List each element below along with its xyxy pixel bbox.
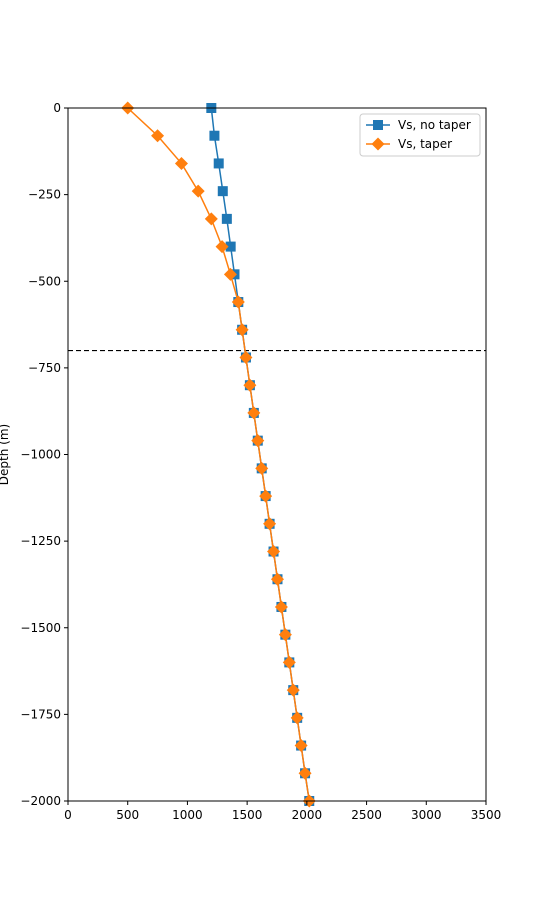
legend-marker-swatch [371, 137, 385, 151]
data-point-marker [298, 766, 312, 780]
data-point-marker [225, 241, 236, 252]
y-tick-label: −1500 [20, 621, 61, 635]
data-point-marker [294, 739, 308, 753]
x-tick-label: 2000 [292, 808, 323, 822]
legend-marker-swatch [373, 120, 383, 130]
data-point-marker [278, 628, 292, 642]
y-tick-label: −1000 [20, 448, 61, 462]
data-point-marker [209, 130, 220, 141]
data-point-marker [204, 212, 218, 226]
data-point-marker [247, 406, 261, 420]
data-point-marker [235, 323, 249, 337]
legend-entry-label: Vs, no taper [398, 118, 471, 132]
legend: Vs, no taper Vs, taper [359, 113, 481, 157]
data-point-marker [215, 240, 229, 254]
data-point-marker [251, 434, 265, 448]
data-point-marker [174, 156, 188, 170]
data-point-marker [223, 267, 237, 281]
data-point-marker [282, 655, 296, 669]
data-point-marker [267, 545, 281, 559]
y-tick-label: −750 [28, 361, 61, 375]
data-point-marker [151, 129, 165, 143]
data-point-marker [259, 489, 273, 503]
data-point-marker [270, 572, 284, 586]
x-tick-label: 0 [64, 808, 72, 822]
data-point-marker [243, 378, 257, 392]
data-point-marker [290, 711, 304, 725]
x-tick-label: 1500 [232, 808, 263, 822]
data-point-marker [221, 213, 232, 224]
x-tick-label: 1000 [172, 808, 203, 822]
x-tick-label: 3500 [471, 808, 502, 822]
y-tick-label: −500 [28, 274, 61, 288]
data-point-marker [263, 517, 277, 531]
y-tick-label: −2000 [20, 794, 61, 808]
data-point-marker [191, 184, 205, 198]
x-axis: 0 500 1000 1500 2000 2500 3000 3500 [64, 801, 501, 822]
y-axis-label: Depth (m) [0, 424, 11, 485]
y-tick-label: −250 [28, 188, 61, 202]
data-point-marker [231, 295, 245, 309]
x-tick-label: 2500 [351, 808, 382, 822]
x-tick-label: 500 [116, 808, 139, 822]
data-point-marker [239, 350, 253, 364]
data-point-marker [255, 461, 269, 475]
x-tick-label: 3000 [411, 808, 442, 822]
data-point-marker [286, 683, 300, 697]
data-point-marker [274, 600, 288, 614]
y-tick-label: 0 [53, 101, 61, 115]
y-tick-label: −1250 [20, 534, 61, 548]
legend-entry-label: Vs, taper [398, 137, 452, 151]
series-vs-taper [121, 101, 316, 808]
y-axis: 0 −250 −500 −750 −1000 −1250 −1500 −1750 −2000 [20, 101, 68, 808]
series-layer [121, 101, 316, 808]
data-point-marker [213, 158, 224, 169]
data-point-marker [217, 186, 228, 197]
y-tick-label: −1750 [20, 707, 61, 721]
